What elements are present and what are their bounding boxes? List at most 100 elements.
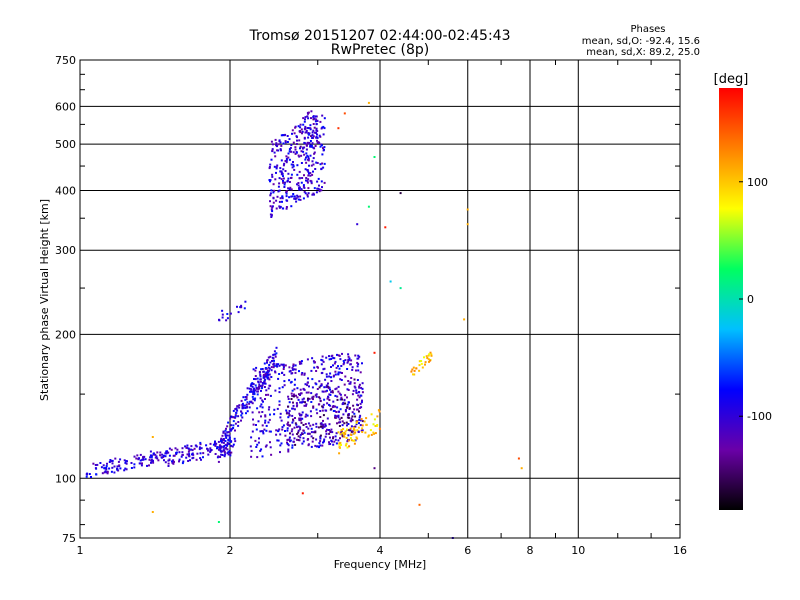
data-point <box>271 205 274 208</box>
data-point <box>300 360 303 363</box>
data-point <box>293 437 296 440</box>
data-point <box>269 205 272 208</box>
data-point <box>349 429 352 432</box>
data-point <box>299 414 301 417</box>
data-point <box>335 387 338 390</box>
data-point <box>99 462 102 464</box>
data-point <box>271 360 273 362</box>
data-point <box>329 436 331 439</box>
data-point <box>312 406 315 409</box>
data-point <box>286 443 289 445</box>
data-point <box>188 449 191 452</box>
data-point <box>321 390 324 393</box>
data-point <box>227 421 230 424</box>
data-point <box>317 426 320 429</box>
data-point <box>284 181 286 184</box>
data-point <box>265 393 267 396</box>
data-point <box>336 398 339 401</box>
data-point <box>234 429 236 432</box>
data-point <box>284 133 287 136</box>
data-point <box>321 162 324 165</box>
stats-heading: Phases <box>630 24 665 35</box>
stats-o-line: mean, sd,O: -92.4, 15.6 <box>582 36 700 47</box>
data-point <box>298 417 301 420</box>
data-point <box>291 428 294 431</box>
data-point <box>361 431 364 433</box>
data-point <box>103 467 106 470</box>
data-point <box>299 131 302 134</box>
data-point <box>270 376 273 378</box>
data-point <box>344 359 347 362</box>
data-point <box>222 438 225 440</box>
data-point <box>95 473 98 476</box>
data-point <box>336 395 339 398</box>
data-point <box>347 389 350 391</box>
data-point <box>282 181 285 184</box>
data-point <box>332 364 334 367</box>
data-point <box>298 360 301 363</box>
data-point <box>207 453 210 456</box>
data-point <box>290 163 293 166</box>
data-point <box>241 404 244 406</box>
data-point <box>306 193 309 196</box>
data-point <box>261 382 264 384</box>
data-point <box>222 431 225 434</box>
data-point <box>303 372 306 375</box>
data-point <box>344 394 347 397</box>
data-point <box>292 141 295 144</box>
data-point <box>280 363 283 366</box>
data-point <box>294 148 297 151</box>
data-point <box>220 437 223 440</box>
data-point <box>214 444 217 447</box>
data-point <box>109 459 112 461</box>
data-point <box>269 355 272 358</box>
data-point <box>230 428 233 431</box>
data-point <box>292 401 294 404</box>
data-point <box>278 200 281 203</box>
data-point <box>252 389 255 391</box>
data-point <box>250 455 253 458</box>
data-point <box>148 458 151 461</box>
data-point <box>165 450 168 453</box>
data-point <box>358 422 360 425</box>
data-point <box>310 392 313 395</box>
data-point <box>94 467 97 470</box>
data-point <box>305 129 308 132</box>
data-point <box>189 459 191 462</box>
data-point <box>351 430 354 433</box>
data-point <box>88 473 91 475</box>
data-point <box>259 380 262 383</box>
data-point <box>353 412 356 415</box>
data-point <box>266 376 269 379</box>
data-point <box>224 434 227 436</box>
data-point <box>133 466 136 469</box>
data-point <box>273 359 275 362</box>
data-point <box>340 365 343 367</box>
data-point <box>337 371 340 374</box>
data-point <box>248 402 251 405</box>
data-point <box>313 126 316 129</box>
data-point <box>291 195 294 198</box>
data-point <box>292 151 295 154</box>
data-point <box>356 379 359 381</box>
data-point <box>261 368 264 370</box>
data-point <box>277 149 280 152</box>
data-point <box>295 151 298 154</box>
data-point <box>199 441 202 444</box>
data-point <box>255 424 257 426</box>
data-point <box>317 187 320 190</box>
data-point <box>300 128 303 131</box>
data-point <box>342 433 345 436</box>
data-point <box>326 385 329 388</box>
data-point <box>285 192 288 195</box>
y-tick-label: 200 <box>55 328 76 341</box>
data-point <box>136 454 139 457</box>
data-point <box>314 394 317 397</box>
data-point <box>301 417 304 420</box>
data-point <box>274 389 277 392</box>
data-point <box>173 460 175 463</box>
data-point <box>284 140 287 143</box>
data-point <box>300 362 303 365</box>
data-point <box>320 383 323 386</box>
